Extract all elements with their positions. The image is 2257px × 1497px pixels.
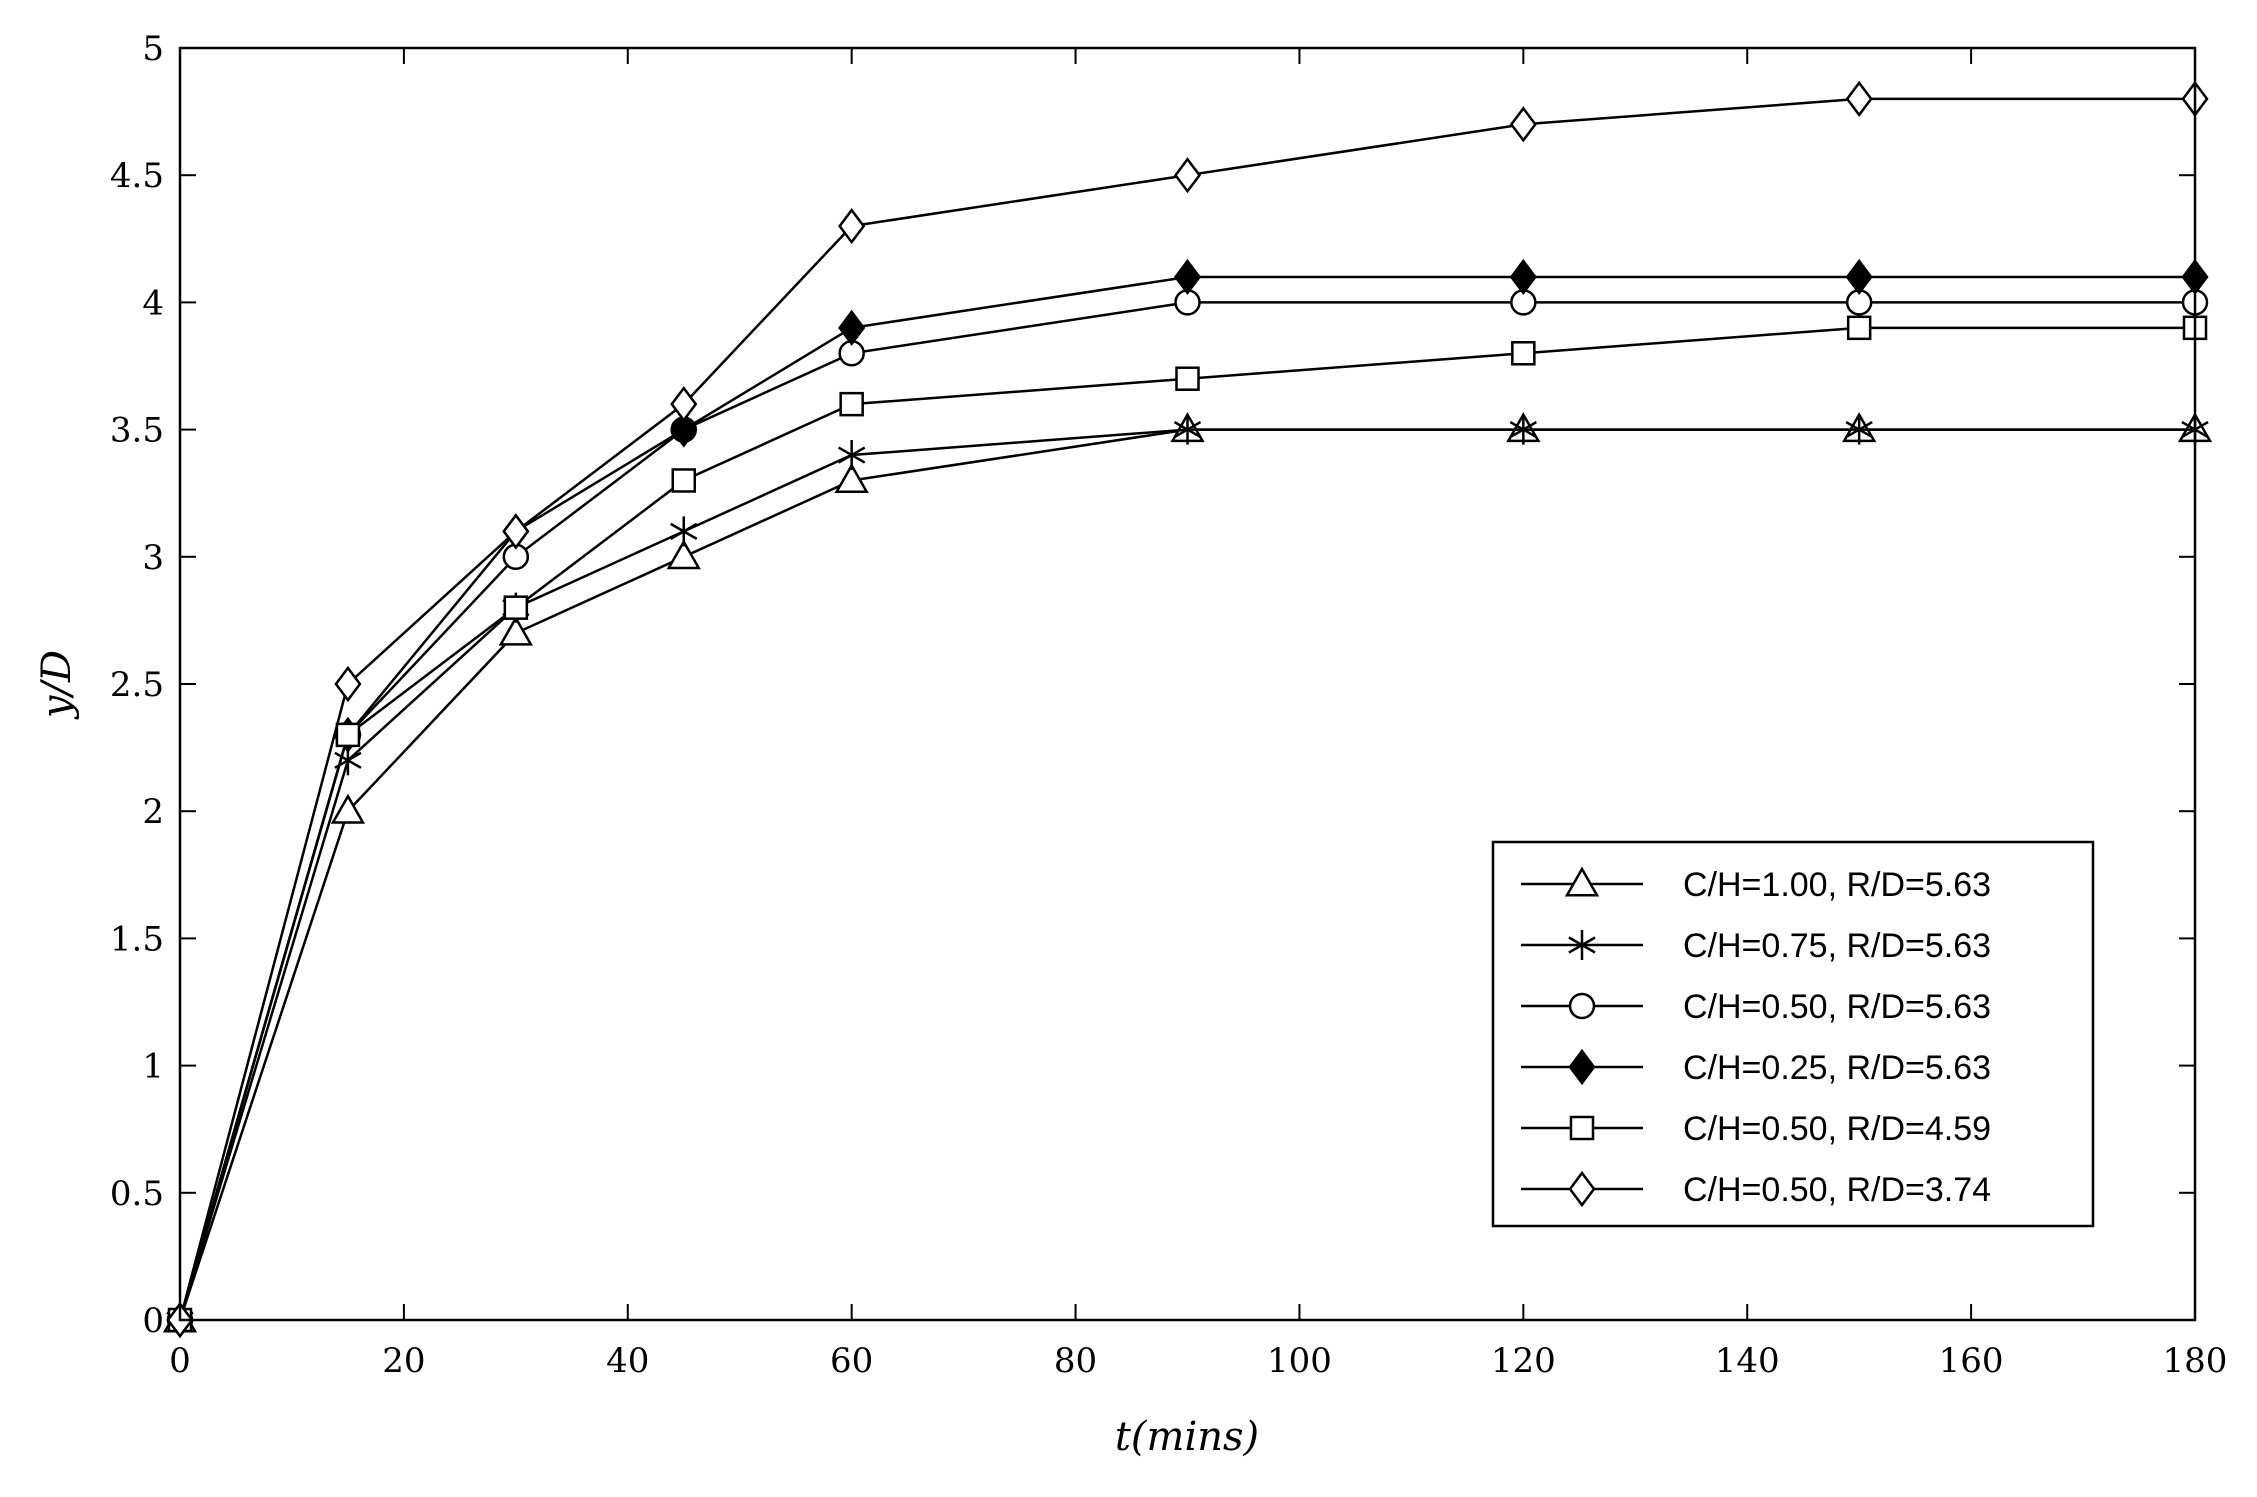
series-6	[166, 80, 2209, 1339]
diamond-marker	[334, 665, 362, 703]
square-marker	[1175, 366, 1200, 391]
legend-entry: C/H=0.50, R/D=4.59	[1521, 1110, 1991, 1148]
legend-label: C/H=0.75, R/D=5.63	[1683, 927, 1991, 965]
filled-diamond-marker	[1568, 1048, 1596, 1086]
y-tick-label: 5	[142, 29, 164, 69]
square-marker	[1511, 341, 1536, 366]
triangle-marker	[498, 615, 533, 646]
y-tick-label: 0	[142, 1301, 164, 1341]
y-tick-label: 1.5	[110, 919, 164, 959]
asterisk-marker	[1568, 930, 1596, 960]
legend-label: C/H=0.25, R/D=5.63	[1683, 1049, 1991, 1087]
legend-label: C/H=0.50, R/D=3.74	[1683, 1171, 1991, 1209]
legend-label: C/H=0.50, R/D=5.63	[1683, 988, 1991, 1026]
series-layer	[162, 80, 2213, 1339]
y-tick-label: 3	[142, 538, 164, 578]
filled-diamond-marker	[1173, 258, 1202, 296]
asterisk-marker	[1845, 414, 1873, 445]
diamond-marker	[1509, 106, 1537, 143]
tick-labels: 0 20 40 60 80 100 120 140 160 180 0 0.5 1 1.5 2 2.5 3 3.5…	[110, 29, 2228, 1381]
x-tick-label: 120	[1491, 1341, 1556, 1381]
asterisk-marker	[837, 440, 866, 471]
y-axis-label: y/D	[34, 650, 80, 720]
square-marker	[839, 391, 864, 417]
x-tick-label: 160	[1939, 1341, 2004, 1381]
legend-label: C/H=0.50, R/D=4.59	[1683, 1110, 1991, 1148]
x-tick-label: 100	[1267, 1341, 1332, 1381]
diamond-marker	[670, 386, 698, 423]
plot-frame	[178, 46, 2197, 1322]
x-tick-label: 80	[1054, 1341, 1097, 1381]
square-marker	[671, 468, 696, 493]
diamond-marker	[1173, 157, 1202, 194]
legend-box	[1491, 840, 2095, 1228]
x-axis-label: t(mins)	[1115, 1414, 1259, 1460]
x-tick-label: 40	[606, 1341, 649, 1381]
diamond-marker	[1845, 80, 1873, 117]
x-tick-label: 180	[2163, 1341, 2228, 1381]
legend-label: C/H=1.00, R/D=5.63	[1683, 866, 1991, 904]
legend-entry: C/H=0.75, R/D=5.63	[1521, 927, 1991, 965]
y-tick-label: 2.5	[110, 665, 164, 705]
y-tick-label: 4	[142, 283, 164, 323]
filled-diamond-marker	[1845, 258, 1873, 296]
diamond-marker	[502, 513, 530, 550]
filled-diamond-marker	[670, 411, 698, 448]
y-tick-label: 0.5	[110, 1174, 164, 1214]
asterisk-stroke	[837, 446, 866, 464]
circle-marker	[1568, 992, 1596, 1020]
asterisk-stroke	[1568, 936, 1596, 954]
x-tick-label: 140	[1715, 1341, 1780, 1381]
x-tick-label: 20	[382, 1341, 425, 1381]
square-marker	[1846, 315, 1872, 341]
y-tick-label: 1	[142, 1047, 164, 1087]
y-tick-label: 4.5	[110, 156, 164, 196]
triangle-marker	[1564, 866, 1600, 897]
legend-entry: C/H=0.50, R/D=3.74	[1521, 1170, 1991, 1209]
triangle-marker	[330, 793, 366, 824]
y-tick-label: 3.5	[110, 411, 164, 451]
square-marker	[503, 595, 529, 620]
asterisk-marker	[670, 516, 698, 547]
asterisk-marker	[1509, 414, 1538, 445]
asterisk-stroke	[1509, 421, 1538, 439]
legend: C/H=1.00, R/D=5.63 C/H=0.75, R/D=5.63 C/H=…	[1491, 840, 2095, 1228]
square-marker	[1569, 1115, 1595, 1141]
filled-diamond-marker	[1509, 258, 1537, 296]
asterisk-marker	[1173, 414, 1202, 445]
asterisk-stroke	[670, 522, 698, 540]
asterisk-stroke	[1845, 421, 1873, 439]
legend-entry: C/H=0.25, R/D=5.63	[1521, 1048, 1991, 1087]
asterisk-stroke	[1173, 421, 1202, 439]
square-marker	[335, 722, 361, 748]
diamond-marker	[1568, 1170, 1596, 1208]
diamond-marker	[838, 207, 866, 245]
y-tick-label: 2	[142, 792, 164, 832]
legend-entry: C/H=1.00, R/D=5.63	[1521, 866, 1991, 904]
x-tick-label: 60	[830, 1341, 873, 1381]
filled-diamond-marker	[838, 309, 866, 346]
triangle-marker	[834, 462, 869, 493]
triangle-marker	[666, 539, 701, 570]
x-tick-label: 0	[169, 1341, 191, 1381]
legend-entry: C/H=0.50, R/D=5.63	[1521, 988, 1991, 1026]
